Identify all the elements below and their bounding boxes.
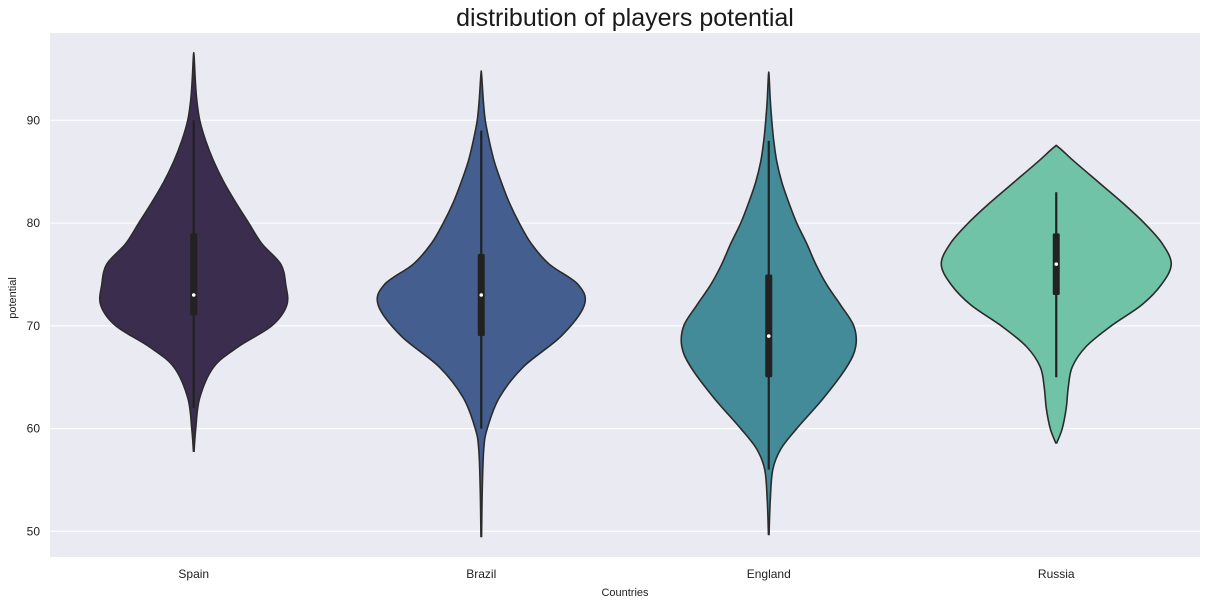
y-tick-label: 80	[27, 216, 41, 230]
y-tick-label: 70	[27, 319, 41, 333]
y-tick-label: 90	[27, 113, 41, 127]
x-tick-label: Brazil	[466, 567, 496, 581]
y-tick-labels: 50 60 70 80 90	[27, 113, 41, 538]
violins	[98, 51, 1173, 538]
y-tick-label: 60	[27, 422, 41, 436]
violin-spain	[98, 51, 289, 452]
violin-median-dot	[479, 293, 484, 297]
y-axis-label: potential	[7, 277, 19, 319]
chart-title: distribution of players potential	[456, 4, 794, 32]
x-tick-label: England	[747, 567, 791, 581]
x-axis-label: Countries	[601, 587, 649, 599]
violin-iqr-box	[765, 274, 773, 378]
violin-median-dot	[1054, 262, 1059, 266]
y-tick-label: 50	[27, 524, 41, 538]
x-tick-label: Russia	[1038, 567, 1075, 581]
violin-brazil	[376, 70, 587, 538]
x-tick-labels: Spain Brazil England Russia	[178, 567, 1075, 581]
violin-median-dot	[191, 293, 196, 297]
violin-russia	[940, 144, 1173, 444]
violin-median-dot	[766, 334, 771, 338]
violin-england	[680, 71, 858, 536]
x-tick-label: Spain	[178, 567, 209, 581]
violin-iqr-box	[190, 233, 198, 316]
